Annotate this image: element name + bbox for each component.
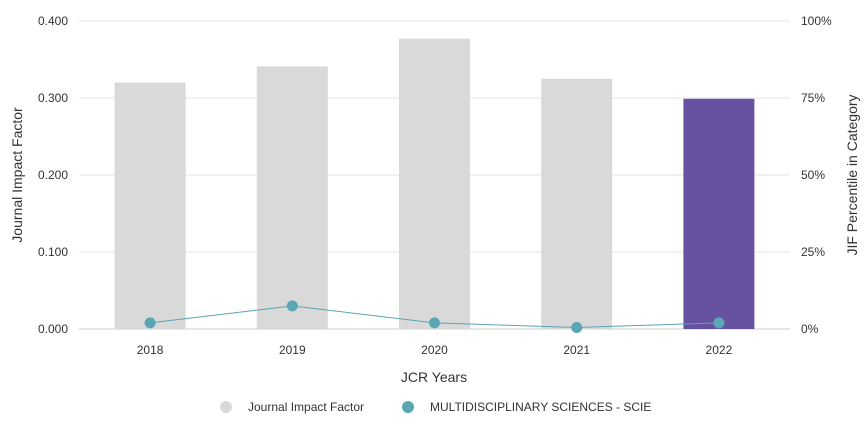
x-axis-ticks: 2018 2019 2020 2021 2022 — [137, 343, 733, 357]
y-tick-label: 0.300 — [38, 91, 68, 105]
x-tick-label: 2018 — [137, 343, 164, 357]
bar-2018[interactable] — [114, 82, 186, 329]
legend-item-category-percentile[interactable]: MULTIDISCIPLINARY SCIENCES - SCIE — [402, 400, 651, 414]
y-tick-label: 0.100 — [38, 245, 68, 259]
legend-marker-category-percentile — [402, 401, 414, 413]
y-tick-label: 0.000 — [38, 322, 68, 336]
bars — [114, 38, 755, 330]
bar-2019[interactable] — [256, 66, 328, 330]
y2-axis-ticks: 0% 25% 50% 75% 100% — [801, 14, 832, 336]
y-tick-label: 0.200 — [38, 168, 68, 182]
y-axis-ticks: 0.000 0.100 0.200 0.300 0.400 — [38, 14, 68, 336]
percentile-point-2020[interactable] — [429, 317, 440, 329]
x-tick-label: 2020 — [421, 343, 448, 357]
percentile-point-2018[interactable] — [144, 317, 156, 329]
y2-tick-label: 50% — [801, 168, 825, 182]
legend: Journal Impact Factor MULTIDISCIPLINARY … — [220, 400, 651, 414]
legend-label-category-percentile: MULTIDISCIPLINARY SCIENCES - SCIE — [430, 400, 651, 414]
legend-marker-impact-factor — [220, 401, 232, 413]
legend-item-impact-factor[interactable]: Journal Impact Factor — [220, 400, 364, 414]
bar-2022[interactable] — [683, 98, 755, 330]
percentile-point-2022[interactable] — [713, 317, 725, 329]
y2-tick-label: 100% — [801, 14, 832, 28]
y2-tick-label: 75% — [801, 91, 825, 105]
legend-label-impact-factor: Journal Impact Factor — [248, 400, 364, 414]
percentile-line-series — [144, 300, 725, 333]
x-tick-label: 2022 — [706, 343, 733, 357]
x-axis-title: JCR Years — [401, 369, 467, 385]
x-tick-label: 2019 — [279, 343, 306, 357]
bar-2021[interactable] — [541, 78, 613, 329]
x-tick-label: 2021 — [563, 343, 590, 357]
y-axis-title: Journal Impact Factor — [9, 107, 25, 243]
y2-tick-label: 25% — [801, 245, 825, 259]
y-tick-label: 0.400 — [38, 14, 68, 28]
y2-tick-label: 0% — [801, 322, 819, 336]
percentile-point-2019[interactable] — [286, 300, 298, 312]
y2-axis-title: JIF Percentile in Category — [844, 94, 860, 255]
bar-2020[interactable] — [399, 38, 470, 330]
percentile-point-2021[interactable] — [571, 321, 583, 333]
